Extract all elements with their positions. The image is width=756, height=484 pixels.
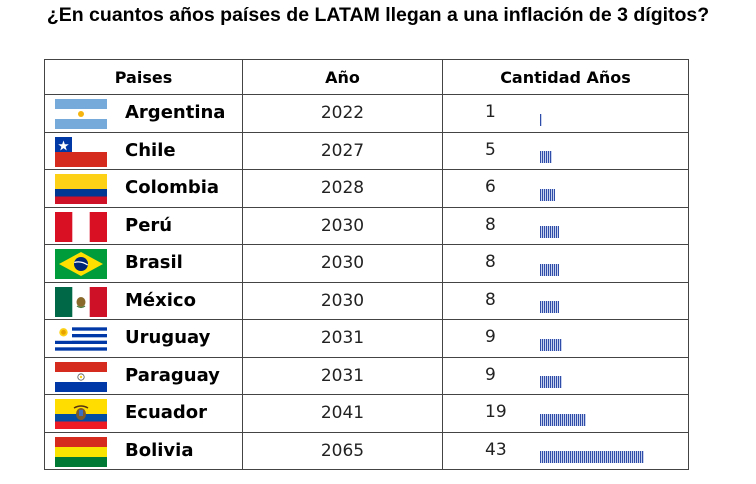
argentina-flag-icon — [55, 99, 107, 129]
year-cell: 2030 — [242, 206, 443, 245]
count-bar — [540, 151, 553, 163]
year-cell: 2028 — [242, 169, 443, 208]
header-year: Año — [242, 59, 443, 95]
country-cell: Brasil — [44, 244, 243, 283]
count-bar — [540, 113, 543, 126]
count-bar — [540, 263, 560, 276]
count-bar — [540, 188, 555, 201]
country-cell: Chile — [44, 131, 243, 170]
country-name: Paraguay — [125, 364, 220, 386]
country-name: Argentina — [125, 102, 226, 123]
count-cell: 8 — [442, 206, 689, 245]
country-cell: Argentina — [44, 94, 243, 133]
year-cell: 2031 — [242, 356, 443, 395]
uruguay-flag-icon — [55, 324, 107, 354]
table-row: Brasil 2030 8 — [44, 244, 689, 283]
table-row: Perú 2030 8 — [44, 206, 689, 245]
count-cell: 9 — [442, 319, 689, 358]
country-cell: Ecuador — [44, 394, 243, 433]
table-row: Uruguay 2031 9 — [44, 319, 689, 358]
table-row: Paraguay 2031 9 — [44, 356, 689, 395]
count-cell: 8 — [442, 281, 689, 320]
country-name: Uruguay — [125, 327, 211, 348]
year-cell: 2041 — [242, 394, 443, 433]
year-cell: 2022 — [242, 94, 443, 133]
count-value: 8 — [485, 214, 496, 235]
peru-flag-icon — [55, 211, 107, 242]
country-cell: Paraguay — [44, 356, 243, 395]
year-cell: 2065 — [242, 431, 443, 470]
count-bar — [540, 338, 562, 351]
bolivia-flag-icon — [55, 436, 107, 467]
header-country: Paises — [44, 59, 243, 95]
table-row: Colombia 2028 6 — [44, 169, 689, 208]
table-row: México 2030 8 — [44, 281, 689, 320]
mexico-flag-icon — [55, 286, 107, 317]
country-cell: Perú — [44, 206, 243, 245]
chile-flag-icon — [55, 136, 107, 167]
count-bar — [540, 301, 560, 313]
count-cell: 1 — [442, 94, 689, 133]
year-cell: 2027 — [242, 131, 443, 170]
page-title: ¿En cuantos años países de LATAM llegan … — [46, 4, 710, 26]
count-cell: 8 — [442, 244, 689, 283]
inflation-table: Paises Año Cantidad Años Argentina 2022 1 C… — [44, 59, 689, 470]
country-cell: Colombia — [44, 169, 243, 208]
count-value: 19 — [485, 402, 507, 422]
count-bar — [540, 451, 645, 463]
count-value: 9 — [485, 364, 496, 385]
count-bar — [540, 226, 560, 238]
year-cell: 2030 — [242, 244, 443, 283]
brazil-flag-icon — [55, 249, 107, 279]
table-row: Bolivia 2065 43 — [44, 431, 689, 470]
table-row: Ecuador 2041 19 — [44, 394, 689, 433]
count-value: 8 — [485, 252, 496, 272]
country-cell: Uruguay — [44, 319, 243, 358]
country-name: Chile — [125, 139, 176, 161]
header-count: Cantidad Años — [442, 59, 689, 95]
count-cell: 43 — [442, 431, 689, 470]
count-cell: 5 — [442, 131, 689, 170]
count-bar — [540, 376, 562, 388]
ecuador-flag-icon — [55, 399, 107, 429]
country-name: Bolivia — [125, 439, 194, 461]
count-value: 6 — [485, 177, 496, 197]
count-cell: 6 — [442, 169, 689, 208]
table-row: Chile 2027 5 — [44, 131, 689, 170]
table-row: Argentina 2022 1 — [44, 94, 689, 133]
table-header-row: Paises Año Cantidad Años — [44, 59, 689, 95]
country-cell: México — [44, 281, 243, 320]
count-bar — [540, 413, 586, 426]
year-cell: 2031 — [242, 319, 443, 358]
count-cell: 9 — [442, 356, 689, 395]
country-name: Brasil — [125, 252, 183, 273]
count-value: 5 — [485, 139, 496, 160]
country-name: Ecuador — [125, 402, 208, 423]
count-value: 9 — [485, 327, 496, 347]
country-name: Colombia — [125, 177, 220, 198]
count-value: 8 — [485, 289, 496, 310]
country-name: México — [125, 289, 196, 311]
country-cell: Bolivia — [44, 431, 243, 470]
year-cell: 2030 — [242, 281, 443, 320]
country-name: Perú — [125, 214, 173, 236]
count-value: 43 — [485, 439, 507, 460]
paraguay-flag-icon — [55, 361, 107, 392]
count-cell: 19 — [442, 394, 689, 433]
colombia-flag-icon — [55, 174, 107, 204]
count-value: 1 — [485, 102, 496, 122]
